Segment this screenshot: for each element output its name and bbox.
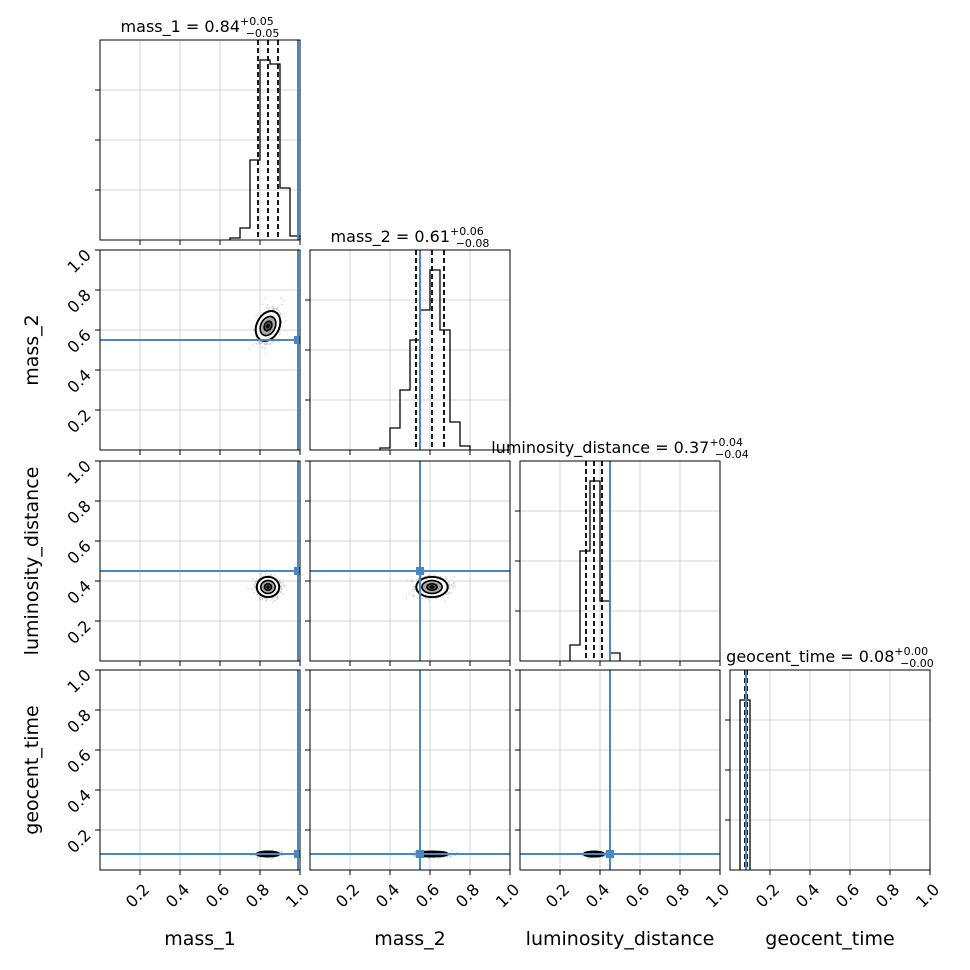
title-main: mass_1 = 0.84 bbox=[121, 17, 240, 37]
truth-marker bbox=[294, 336, 300, 344]
title-sup: +0.00 bbox=[894, 645, 928, 658]
title-main: mass_2 = 0.61 bbox=[331, 227, 450, 247]
marginal-panel-luminosity_distance: luminosity_distance = 0.37+0.04 −0.04 bbox=[491, 436, 749, 666]
title-sup: +0.05 bbox=[240, 15, 274, 28]
title-sup: +0.06 bbox=[450, 225, 484, 238]
truth-marker bbox=[606, 850, 614, 858]
truth-marker bbox=[294, 567, 300, 575]
scatter-layer bbox=[310, 461, 510, 661]
histogram-mass_2 bbox=[379, 269, 471, 450]
marginal-title-geocent_time: geocent_time = 0.08+0.00 −0.00 bbox=[726, 645, 934, 670]
truth-marker bbox=[416, 850, 424, 858]
x-axis-label-mass_2: mass_2 bbox=[374, 928, 446, 950]
title-sub: −0.04 bbox=[715, 448, 749, 461]
panel-frame bbox=[99, 460, 301, 662]
contour-peak bbox=[266, 323, 270, 329]
marginal-title-mass_1: mass_1 = 0.84+0.05 −0.05 bbox=[121, 15, 280, 40]
truth-marker bbox=[294, 850, 300, 858]
panel-frame bbox=[309, 460, 511, 662]
x-axis-label-mass_1: mass_1 bbox=[164, 928, 236, 950]
histogram-mass_1 bbox=[229, 59, 301, 240]
panel-frame bbox=[519, 669, 721, 871]
panel-frame bbox=[99, 249, 301, 451]
y-axis-label-luminosity_distance: luminosity_distance bbox=[21, 467, 43, 656]
marginal-panel-mass_1: mass_1 = 0.84+0.05 −0.05 bbox=[95, 15, 301, 245]
contour-peak bbox=[266, 585, 270, 589]
joint-panel-mass_2-luminosity_distance bbox=[305, 460, 511, 666]
scatter-layer bbox=[100, 461, 300, 661]
marginal-title-luminosity_distance: luminosity_distance = 0.37+0.04 −0.04 bbox=[491, 436, 749, 461]
panel-frame bbox=[309, 669, 511, 871]
scatter-layer bbox=[100, 250, 300, 450]
x-axis-label-luminosity_distance: luminosity_distance bbox=[526, 928, 715, 950]
x-axis-label-geocent_time: geocent_time bbox=[765, 928, 894, 950]
title-sub: −0.05 bbox=[246, 27, 280, 40]
truth-marker bbox=[416, 567, 424, 575]
title-main: luminosity_distance = 0.37 bbox=[491, 438, 709, 458]
title-main: geocent_time = 0.08 bbox=[726, 647, 894, 667]
contour-peak bbox=[429, 585, 435, 589]
y-axis-label-mass_2: mass_2 bbox=[21, 314, 43, 386]
histogram-geocent_time bbox=[739, 699, 751, 870]
title-sub: −0.08 bbox=[456, 237, 490, 250]
marginal-panel-mass_2: mass_2 = 0.61+0.06 −0.08 bbox=[305, 225, 511, 455]
scatter-layer bbox=[520, 670, 720, 870]
marginal-title-mass_2: mass_2 = 0.61+0.06 −0.08 bbox=[331, 225, 490, 250]
scatter-layer bbox=[310, 670, 510, 870]
histogram-luminosity_distance bbox=[569, 480, 621, 661]
y-axis-label-geocent_time: geocent_time bbox=[21, 705, 43, 834]
title-sub: −0.00 bbox=[900, 657, 934, 670]
scatter-layer bbox=[100, 670, 300, 870]
panel-frame bbox=[99, 669, 301, 871]
title-sup: +0.04 bbox=[709, 436, 743, 449]
